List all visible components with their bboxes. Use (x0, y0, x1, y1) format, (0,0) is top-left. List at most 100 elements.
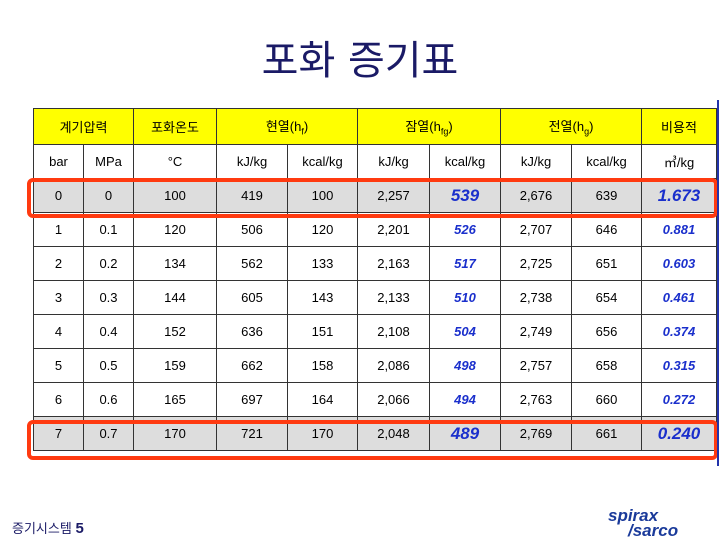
cell: 2,133 (357, 280, 430, 315)
header-text: 포화온도 (151, 120, 199, 135)
footer-text: 증기시스템 (12, 521, 72, 536)
cell: 0.374 (641, 314, 717, 349)
cell: 1.673 (641, 178, 717, 213)
cell: 2,086 (357, 348, 430, 383)
unit-row: bar MPa °C kJ/kg kcal/kg kJ/kg kcal/kg kJ/kg kca… (33, 144, 717, 179)
cell: 539 (429, 178, 501, 213)
group-header: 현열(hf) (216, 108, 358, 145)
cell: 4 (33, 314, 84, 349)
cell: 562 (216, 246, 288, 281)
cell: 498 (429, 348, 501, 383)
cell: 158 (287, 348, 358, 383)
cell: 0.881 (641, 212, 717, 247)
group-header: 비용적 (641, 108, 717, 145)
cell: 134 (133, 246, 217, 281)
unit-header: °C (133, 144, 217, 179)
unit-header: bar (33, 144, 84, 179)
unit-header: kJ/kg (216, 144, 288, 179)
cell: 0.3 (83, 280, 134, 315)
unit-header: kcal/kg (287, 144, 358, 179)
data-row: 4 0.4 152 636 151 2,108 504 2,749 656 0.374 (33, 314, 717, 349)
logo-bottom: /sarco (628, 521, 679, 540)
cell: 2,676 (500, 178, 572, 213)
cell: 662 (216, 348, 288, 383)
cell: 2,108 (357, 314, 430, 349)
header-subscript: fg (440, 126, 449, 137)
header-end: ) (589, 119, 594, 135)
unit-header: kcal/kg (429, 144, 501, 179)
cell: 133 (287, 246, 358, 281)
cell: 0.4 (83, 314, 134, 349)
unit-header: kJ/kg (357, 144, 430, 179)
unit-header: kcal/kg (571, 144, 642, 179)
cell: 2,763 (500, 382, 572, 417)
header-subscript: f (301, 126, 304, 137)
cell: 526 (429, 212, 501, 247)
cell: 0.2 (83, 246, 134, 281)
cell: 636 (216, 314, 288, 349)
cell: 494 (429, 382, 501, 417)
cell: 3 (33, 280, 84, 315)
cell: 144 (133, 280, 217, 315)
cell: 660 (571, 382, 642, 417)
cell: 159 (133, 348, 217, 383)
cell: 0.603 (641, 246, 717, 281)
cell: 0 (33, 178, 84, 213)
cell: 697 (216, 382, 288, 417)
cell: 2,066 (357, 382, 430, 417)
header-text: 전열(h (548, 119, 585, 135)
unit-header: kJ/kg (500, 144, 572, 179)
cell: 2,749 (500, 314, 572, 349)
cell: 5 (33, 348, 84, 383)
table-body: 계기압력 포화온도 현열(hf) 잠열(hfg) 전열(hg) 비용적 bar MPa °C kJ… (33, 108, 717, 451)
highlight-box (27, 420, 718, 460)
cell: 0.315 (641, 348, 717, 383)
page-number: 5 (75, 520, 84, 537)
header-text: 현열(h (265, 119, 302, 135)
cell: 504 (429, 314, 501, 349)
data-row: 6 0.6 165 697 164 2,066 494 2,763 660 0.272 (33, 382, 717, 417)
unit-header: ㎥/kg (641, 144, 717, 179)
header-text: 계기압력 (59, 120, 108, 135)
header-text: 잠열(h (405, 119, 441, 135)
highlight-box (27, 178, 718, 218)
cell: 6 (33, 382, 84, 417)
cell: 656 (571, 314, 642, 349)
edge-line (717, 100, 719, 466)
cell: 2,738 (500, 280, 572, 315)
cell: 164 (287, 382, 358, 417)
unit-header: MPa (83, 144, 134, 179)
cell: 658 (571, 348, 642, 383)
slide-title: 포화 증기표 (261, 38, 459, 84)
data-row: 3 0.3 144 605 143 2,133 510 2,738 654 0.461 (33, 280, 717, 315)
group-header: 계기압력 (33, 108, 134, 145)
cell: 0.6 (83, 382, 134, 417)
cell: 654 (571, 280, 642, 315)
header-end: ) (303, 119, 309, 135)
cell: 2 (33, 246, 84, 281)
group-header: 포화온도 (133, 108, 217, 145)
cell: 2,725 (500, 246, 572, 281)
data-row: 5 0.5 159 662 158 2,086 498 2,757 658 0.315 (33, 348, 717, 383)
cell: 0.461 (641, 280, 717, 315)
cell: 100 (133, 178, 217, 213)
cell: 143 (287, 280, 358, 315)
cell: 639 (571, 178, 642, 213)
header-end: ) (448, 119, 453, 135)
cell: 605 (216, 280, 288, 315)
header-row: 계기압력 포화온도 현열(hf) 잠열(hfg) 전열(hg) 비용적 (33, 108, 717, 145)
cell: 2,163 (357, 246, 430, 281)
group-header: 전열(hg) (500, 108, 642, 145)
cell: 510 (429, 280, 501, 315)
logo: spirax /sarco (606, 506, 716, 540)
cell: 0.272 (641, 382, 717, 417)
cell: 165 (133, 382, 217, 417)
group-header: 잠열(hfg) (357, 108, 501, 145)
footer: 증기시스템 5 (12, 518, 84, 537)
cell: 152 (133, 314, 217, 349)
cell: 517 (429, 246, 501, 281)
logo-top: spirax (608, 506, 659, 525)
cell: 651 (571, 246, 642, 281)
cell: 0.5 (83, 348, 134, 383)
